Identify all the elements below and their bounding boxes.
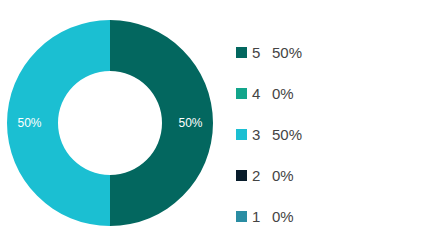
svg-text:0%: 0% bbox=[272, 167, 294, 184]
svg-text:0%: 0% bbox=[272, 85, 294, 102]
svg-text:50%: 50% bbox=[178, 116, 202, 130]
svg-text:0%: 0% bbox=[272, 208, 294, 225]
svg-text:1: 1 bbox=[252, 208, 260, 225]
svg-text:3: 3 bbox=[252, 126, 260, 143]
svg-text:50%: 50% bbox=[272, 44, 302, 61]
svg-text:5: 5 bbox=[252, 44, 260, 61]
svg-text:2: 2 bbox=[252, 167, 260, 184]
svg-text:50%: 50% bbox=[17, 116, 41, 130]
svg-text:4: 4 bbox=[252, 85, 260, 102]
svg-text:50%: 50% bbox=[272, 126, 302, 143]
